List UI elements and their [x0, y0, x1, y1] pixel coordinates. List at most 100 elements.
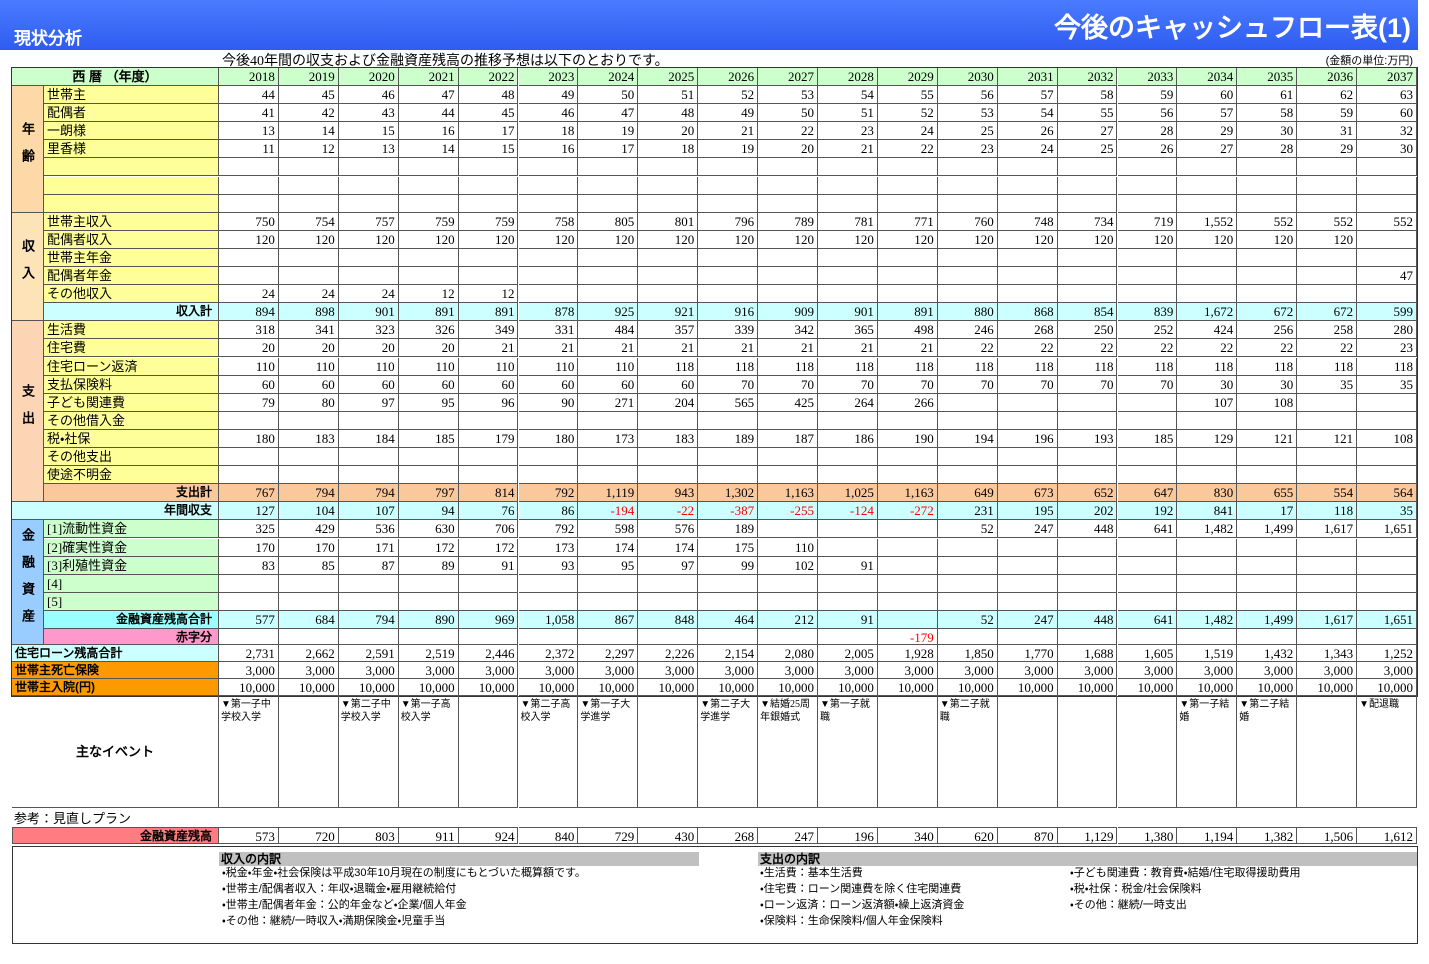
- year: 2029: [877, 68, 938, 86]
- group-label: 金融資産: [12, 520, 44, 645]
- value-cell: [518, 176, 579, 195]
- value-cell: 186: [818, 429, 878, 448]
- value-cell: [338, 158, 399, 177]
- value-cell: [937, 194, 998, 213]
- value-cell: 901: [818, 303, 878, 322]
- value-cell: 118: [937, 357, 998, 376]
- value-cell: 20: [758, 140, 818, 159]
- value-cell: 76: [458, 502, 519, 521]
- value-cell: 12: [278, 140, 339, 159]
- value-cell: 424: [1177, 321, 1238, 340]
- row-label: 一朗様: [44, 122, 219, 141]
- value-cell: 720: [278, 827, 339, 844]
- value-cell: [578, 267, 639, 286]
- value-cell: [877, 610, 938, 629]
- note-line: ・その他：継続/一時支出: [1070, 899, 1187, 911]
- value-cell: 3,000: [278, 662, 339, 679]
- value-cell: [518, 158, 579, 177]
- value-cell: [997, 248, 1058, 267]
- value-cell: [278, 629, 339, 645]
- year: 2023: [518, 68, 579, 86]
- value-cell: 1,552: [1177, 212, 1238, 231]
- value-cell: 90: [518, 393, 579, 412]
- year: 2027: [758, 68, 818, 86]
- value-cell: 258: [1297, 321, 1358, 340]
- value-cell: 814: [458, 484, 519, 503]
- value-cell: 47: [398, 86, 459, 105]
- value-cell: [1057, 393, 1118, 412]
- value-cell: 598: [578, 520, 639, 539]
- value-cell: 1,672: [1177, 303, 1238, 322]
- value-cell: 729: [578, 827, 639, 844]
- value-cell: 1,850: [937, 645, 998, 662]
- year: 2036: [1297, 68, 1358, 86]
- value-cell: [1297, 285, 1358, 304]
- value-cell: 17: [578, 140, 639, 159]
- value-cell: [1237, 538, 1298, 557]
- value-cell: 564: [1357, 484, 1417, 503]
- value-cell: [1177, 267, 1238, 286]
- value-cell: [219, 267, 279, 286]
- value-cell: 898: [278, 303, 339, 322]
- value-cell: 759: [458, 212, 519, 231]
- note-line: ・住宅費：ローン関連費を除く住宅関連費: [760, 883, 962, 895]
- value-cell: 83: [219, 556, 279, 575]
- note-line: ・世帯主/配偶者収入：年収・退職金・雇用継続給付: [222, 883, 457, 895]
- value-cell: 70: [877, 375, 938, 394]
- value-cell: 86: [518, 502, 579, 521]
- value-cell: 60: [278, 375, 339, 394]
- value-cell: 464: [698, 610, 759, 629]
- value-cell: 25: [1057, 140, 1118, 159]
- value-cell: 89: [398, 556, 459, 575]
- value-cell: 24: [278, 285, 339, 304]
- value-cell: 760: [937, 212, 998, 231]
- value-cell: 969: [458, 610, 519, 629]
- row-label: 税・社保: [44, 429, 219, 448]
- value-cell: 61: [1237, 86, 1298, 105]
- value-cell: [1237, 574, 1298, 593]
- value-cell: [458, 267, 519, 286]
- value-cell: [458, 629, 519, 645]
- value-cell: [997, 574, 1058, 593]
- value-cell: 425: [758, 393, 818, 412]
- value-cell: 29: [1297, 140, 1358, 159]
- value-cell: [698, 466, 759, 485]
- value-cell: [937, 411, 998, 430]
- value-cell: [1297, 194, 1358, 213]
- value-cell: [997, 411, 1058, 430]
- value-cell: [638, 448, 699, 467]
- value-cell: 759: [398, 212, 459, 231]
- value-cell: 121: [1237, 429, 1298, 448]
- year: 2035: [1237, 68, 1298, 86]
- note-line: ・ローン返済：ローン返済額・繰上返済資金: [760, 899, 965, 911]
- value-cell: [398, 267, 459, 286]
- value-cell: 23: [937, 140, 998, 159]
- value-cell: 24: [219, 285, 279, 304]
- value-cell: [278, 176, 339, 195]
- value-cell: 127: [219, 502, 279, 521]
- value-cell: 21: [578, 339, 639, 358]
- row-label: 世帯主: [44, 86, 219, 105]
- value-cell: 719: [1117, 212, 1178, 231]
- value-cell: 1,380: [1117, 827, 1178, 844]
- event-cell: [1297, 696, 1358, 808]
- value-cell: [698, 448, 759, 467]
- value-cell: 3,000: [338, 662, 399, 679]
- value-cell: [997, 448, 1058, 467]
- row-label: その他収入: [44, 285, 219, 304]
- value-cell: 748: [997, 212, 1058, 231]
- intro: 今後40年間の収支および金融資産残高の推移予想は以下のとおりです。: [222, 54, 669, 69]
- value-cell: [818, 448, 878, 467]
- value-cell: [338, 629, 399, 645]
- value-cell: 110: [398, 357, 459, 376]
- value-cell: [458, 574, 519, 593]
- year: 2034: [1177, 68, 1238, 86]
- value-cell: 867: [578, 610, 639, 629]
- value-cell: 448: [1057, 520, 1118, 539]
- value-cell: 1,119: [578, 484, 639, 503]
- value-cell: [518, 285, 579, 304]
- value-cell: [698, 285, 759, 304]
- value-cell: 97: [338, 393, 399, 412]
- value-cell: 110: [458, 357, 519, 376]
- value-cell: 22: [997, 339, 1058, 358]
